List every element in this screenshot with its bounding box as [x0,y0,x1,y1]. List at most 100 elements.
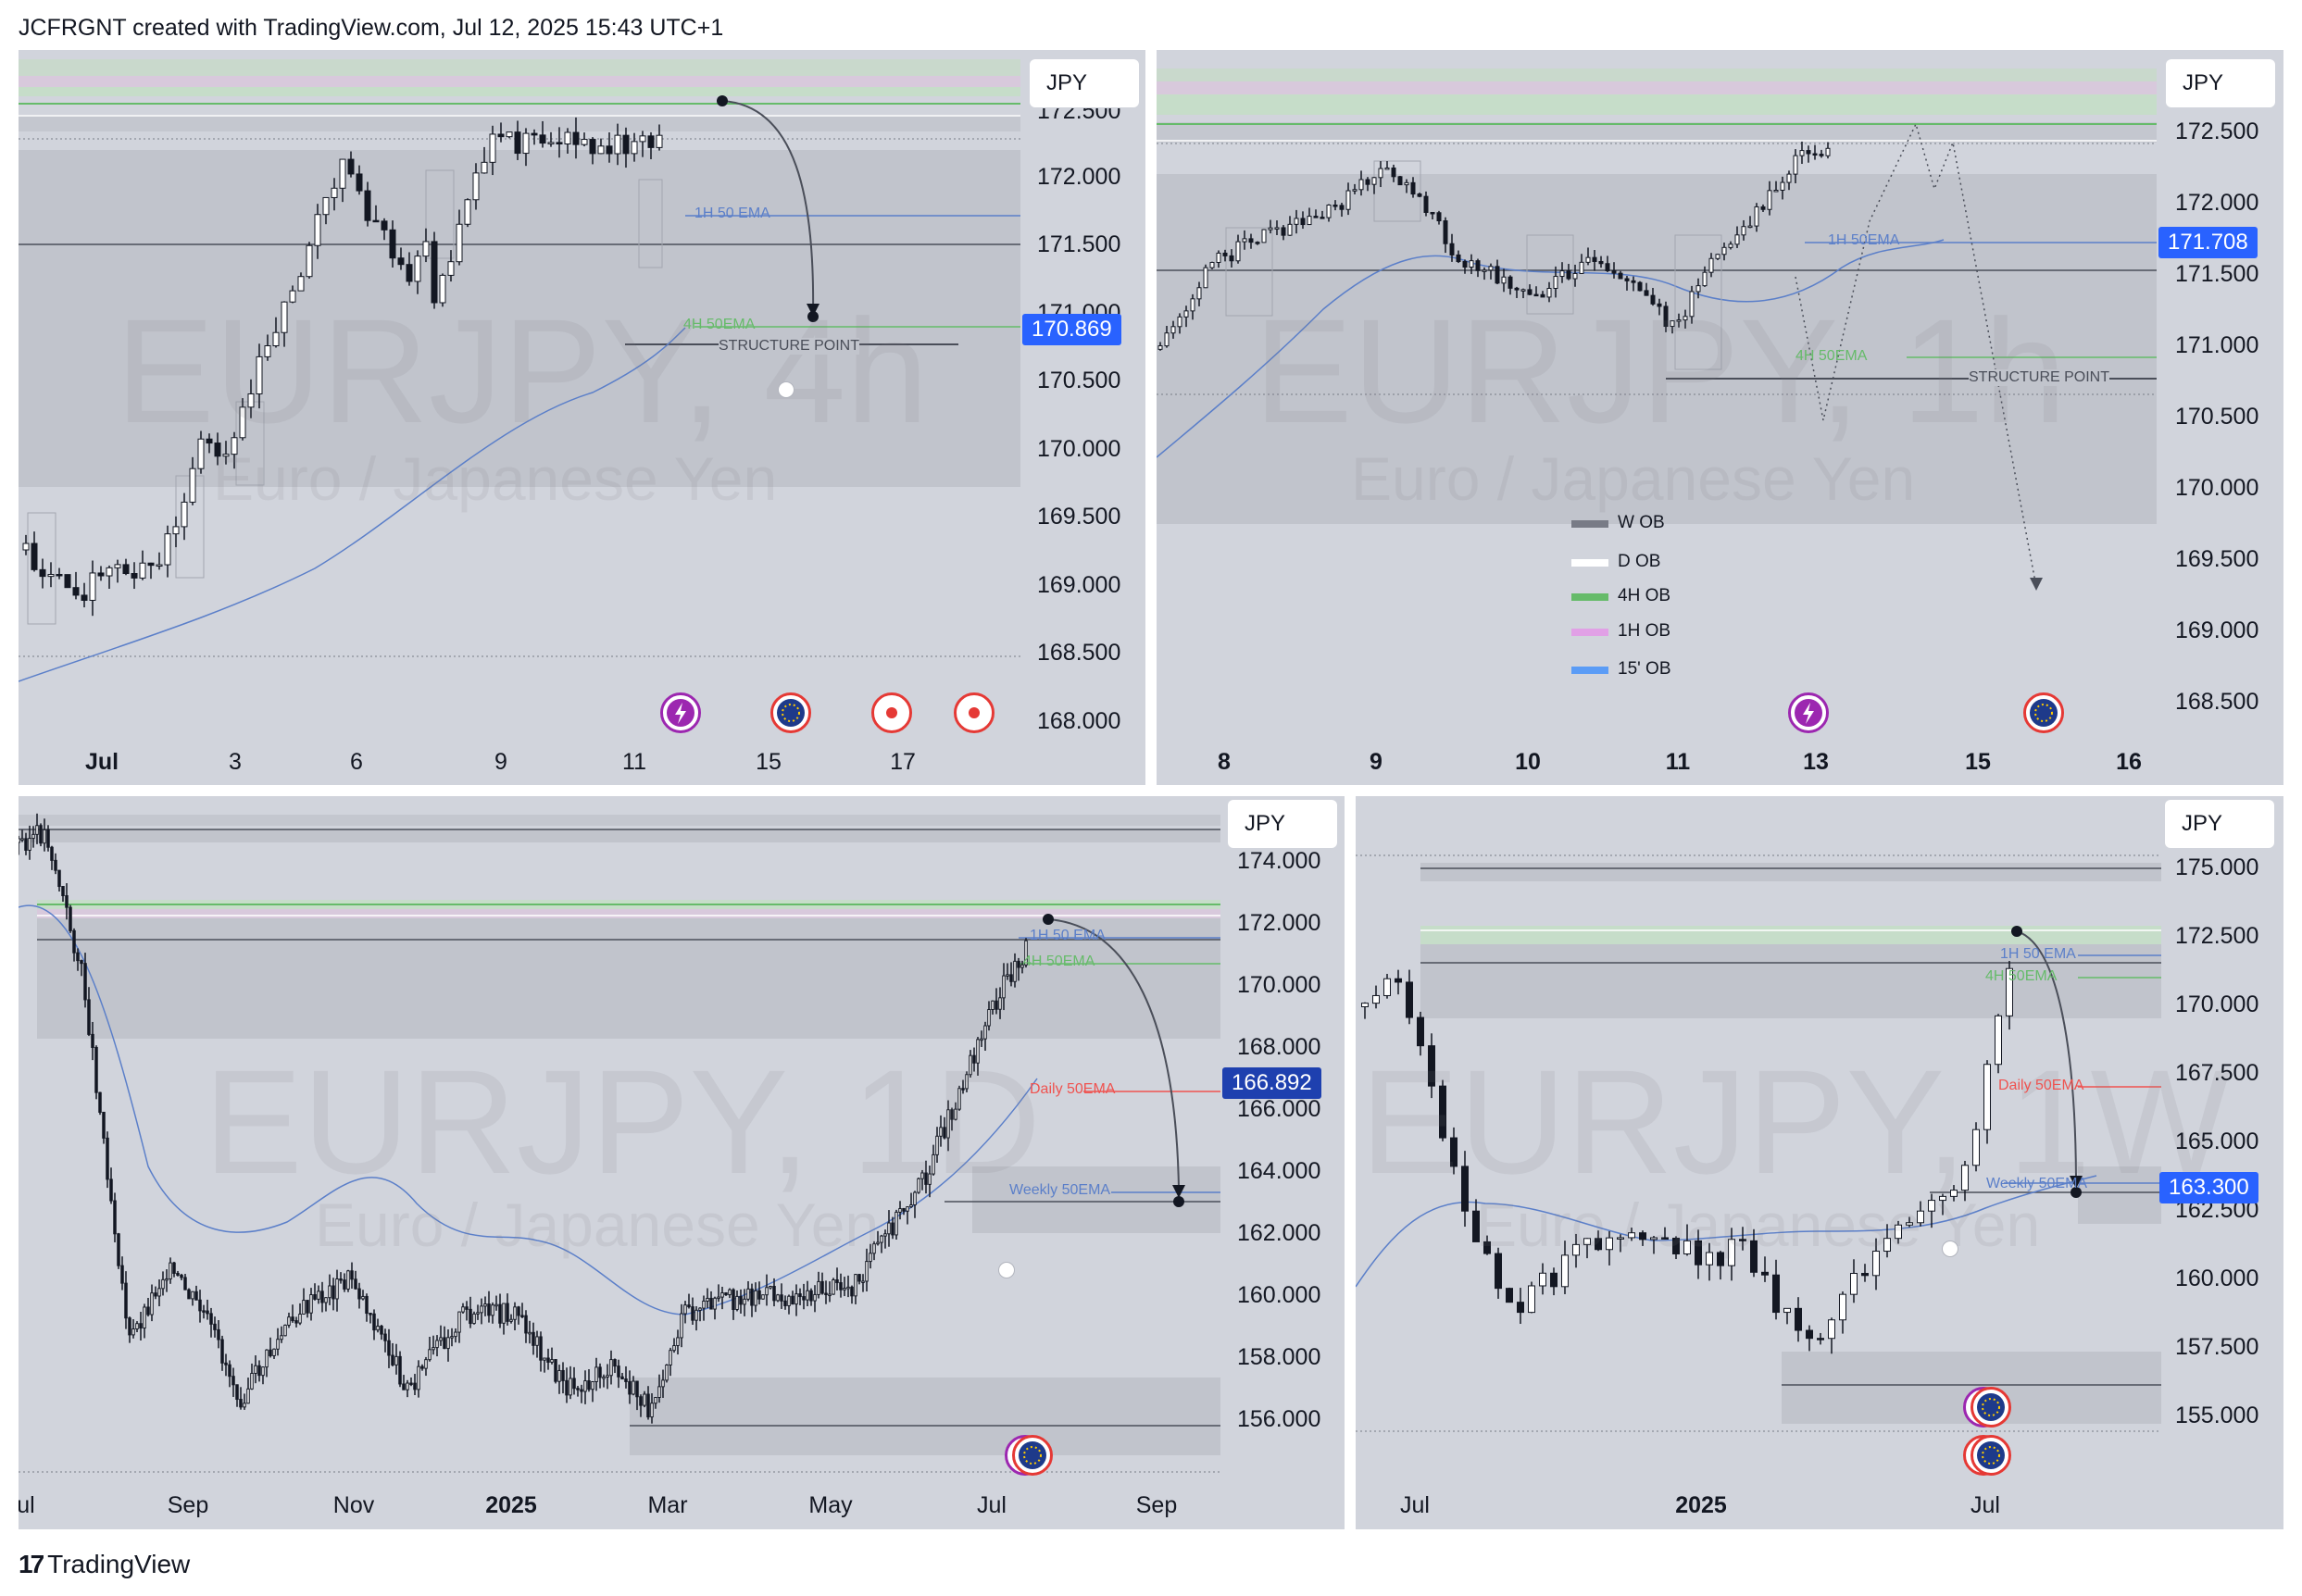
candle-body [161,1278,165,1290]
candle-body [1397,176,1403,186]
candle-body [87,999,91,1035]
candle-body [983,1025,987,1040]
candle-body [31,833,35,840]
chart-panel-1w[interactable]: EURJPY, 1W Euro / Japanese Yen 1H 50 EMA… [1356,796,2283,1529]
chart-canvas-4h[interactable] [19,50,1145,785]
candle-body [1695,1240,1702,1266]
candle-body [256,355,263,394]
candle-body [294,1320,298,1324]
candle-body [1170,326,1176,334]
currency-label[interactable]: JPY [2165,800,2274,848]
candle-body [147,562,155,567]
candle-body [1209,261,1215,268]
currency-label[interactable]: JPY [1030,59,1139,107]
time-label: Jul [977,1492,1007,1518]
chart-panel-1d[interactable]: EURJPY, 1D Euro / Japanese Yen 1H 50 EMA… [19,796,1345,1529]
candle-body [769,1286,772,1289]
price-label: 160.000 [2175,1266,2259,1291]
candle-body [1157,345,1163,350]
price-label: 172.500 [1037,98,1121,124]
candle-body [817,1280,820,1295]
candle-body [1371,177,1377,185]
eu-flag-icon[interactable] [770,692,811,733]
candle-body [672,1345,676,1352]
candle-body [1261,229,1267,243]
chart-panel-1h[interactable]: EURJPY, 1h Euro / Japanese Yen 1H 50EMA … [1157,50,2283,785]
candle-body [1439,1085,1446,1139]
price-label: 175.000 [2175,854,2259,880]
candle-body [1229,255,1234,262]
eu-flag-icon[interactable] [1012,1435,1053,1476]
candle-body [1406,981,1413,1018]
candle-body [1013,960,1017,982]
price-label: 168.500 [1037,640,1121,666]
candle-body [298,1314,302,1324]
flash-event-icon[interactable] [660,692,701,733]
currency-label[interactable]: JPY [2166,59,2275,107]
watermark-symbol: EURJPY, 4h [116,288,929,454]
candle-body [1559,270,1565,278]
chart-canvas-1w[interactable] [1356,796,2283,1529]
record-event-icon[interactable] [954,692,995,733]
candle-body [283,1324,287,1337]
price-label: 172.500 [2175,118,2259,144]
candle-body [613,1359,617,1367]
candle-body [472,1313,476,1325]
candle-body [414,256,421,282]
candle-body [564,131,571,144]
time-label: 11 [1665,749,1691,775]
clock-icon[interactable] [778,381,794,398]
candle-body [439,1337,443,1341]
price-label: 171.000 [2175,332,2259,358]
candle-body [98,1091,102,1113]
clock-icon[interactable] [1942,1241,1958,1257]
candle-body [265,1349,269,1368]
chart-panel-4h[interactable]: EURJPY, 4h Euro / Japanese Yen 1H 50 EMA… [19,50,1145,785]
candle-body [954,1108,957,1120]
candle-body [606,1375,609,1378]
legend-swatch [1571,559,1608,567]
candle-body [554,1359,557,1382]
candle-body [1715,254,1720,259]
time-label: May [808,1492,853,1518]
candle-body [1806,1329,1813,1340]
candle-body [481,161,488,174]
candle-body [197,438,205,469]
eu-flag-icon[interactable] [1970,1387,2011,1428]
watermark-symbol: EURJPY, 1W [1360,1039,2231,1204]
chart-canvas-1h[interactable] [1157,50,2283,785]
candle-body [928,1173,932,1185]
candle-body [122,564,130,575]
candle-body [680,1313,683,1339]
candle-body [987,1009,991,1027]
candle-body [1506,1288,1513,1303]
chart-canvas-1d[interactable] [19,796,1345,1529]
price-label: 170.500 [1037,368,1121,393]
candle-body [572,1378,576,1390]
currency-label[interactable]: JPY [1228,800,1337,848]
eu-flag-icon[interactable] [2023,692,2064,733]
candle-body [469,1308,472,1325]
candle-body [1475,260,1481,271]
candle-body [1482,269,1487,272]
flash-event-icon[interactable] [1788,692,1829,733]
candle-body [932,1153,935,1175]
candle-body [189,468,196,503]
candle-body [1950,1190,1958,1197]
candle-body [1443,220,1448,244]
candle-body [1383,978,1391,996]
candle-body [1661,1237,1669,1240]
candle-body [724,1292,728,1296]
candle-body [1352,189,1357,192]
ema-4h-label: 4H 50EMA [1795,348,1868,364]
clock-icon[interactable] [998,1262,1015,1278]
record-event-icon[interactable] [871,692,912,733]
candle-body [343,1279,346,1290]
candle-body [506,1303,509,1322]
legend-swatch [1571,593,1608,601]
ema-1h-label: 1H 50 EMA [2000,946,2076,962]
candle-body [176,1272,180,1276]
candle-body [1196,287,1202,300]
eu-flag-icon[interactable] [1970,1435,2011,1476]
